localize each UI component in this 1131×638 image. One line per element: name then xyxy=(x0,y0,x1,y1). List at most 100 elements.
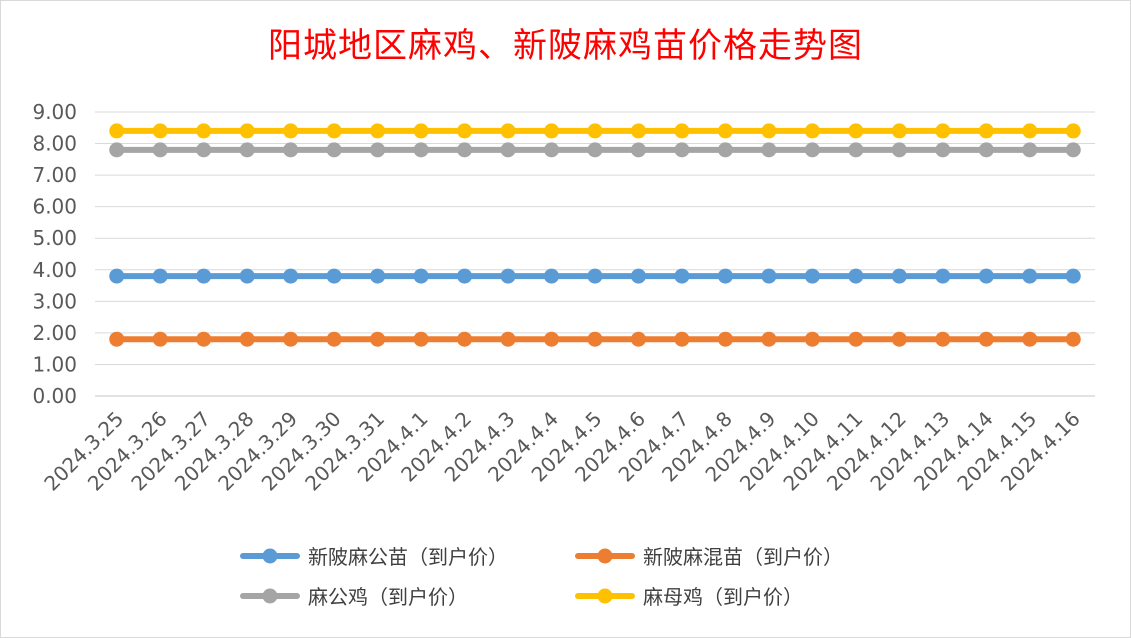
data-point-0-4 xyxy=(283,268,299,284)
data-point-2-7 xyxy=(413,142,429,158)
data-point-3-12 xyxy=(630,123,646,139)
legend-swatch-2 xyxy=(240,588,300,603)
data-point-3-22 xyxy=(1065,123,1081,139)
data-point-0-14 xyxy=(717,268,733,284)
data-point-0-22 xyxy=(1065,268,1081,284)
data-point-2-17 xyxy=(848,142,864,158)
legend-item-1: 新陂麻混苗（到户价） xyxy=(575,541,843,570)
data-point-2-22 xyxy=(1065,142,1081,158)
data-point-0-16 xyxy=(804,268,820,284)
data-point-1-4 xyxy=(283,331,299,347)
legend-item-2: 麻公鸡（到户价） xyxy=(240,581,468,610)
data-point-3-3 xyxy=(239,123,255,139)
data-point-2-13 xyxy=(674,142,690,158)
legend-swatch-marker-0 xyxy=(262,548,278,563)
legend-label-0: 新陂麻公苗（到户价） xyxy=(308,545,508,569)
legend-label-2: 麻公鸡（到户价） xyxy=(308,585,468,609)
data-point-0-8 xyxy=(457,268,473,284)
data-point-1-13 xyxy=(674,331,690,347)
y-tick-label-5: 5.00 xyxy=(32,226,77,250)
data-point-2-5 xyxy=(326,142,342,158)
data-point-3-6 xyxy=(370,123,386,139)
legend: 新陂麻公苗（到户价） 新陂麻混苗（到户价） 麻公鸡（到户价） 麻母鸡（到户价） xyxy=(240,537,940,617)
data-point-0-0 xyxy=(109,268,125,284)
data-point-0-13 xyxy=(674,268,690,284)
data-point-3-17 xyxy=(848,123,864,139)
data-point-1-2 xyxy=(196,331,212,347)
data-point-0-19 xyxy=(935,268,951,284)
legend-swatch-3 xyxy=(575,588,635,603)
data-point-1-15 xyxy=(761,331,777,347)
data-point-2-9 xyxy=(500,142,516,158)
data-point-0-12 xyxy=(630,268,646,284)
data-point-0-5 xyxy=(326,268,342,284)
data-point-2-8 xyxy=(457,142,473,158)
data-point-2-21 xyxy=(1022,142,1038,158)
data-point-2-1 xyxy=(152,142,168,158)
data-point-1-18 xyxy=(891,331,907,347)
data-point-0-15 xyxy=(761,268,777,284)
legend-swatch-marker-1 xyxy=(597,548,613,563)
legend-swatch-0 xyxy=(240,548,300,563)
y-tick-label-2: 2.00 xyxy=(32,321,77,345)
legend-label-1: 新陂麻混苗（到户价） xyxy=(643,545,843,569)
y-tick-label-9: 9.00 xyxy=(32,100,77,124)
y-tick-label-1: 1.00 xyxy=(32,352,77,376)
data-point-3-18 xyxy=(891,123,907,139)
data-point-1-16 xyxy=(804,331,820,347)
legend-item-3: 麻母鸡（到户价） xyxy=(575,581,803,610)
data-point-1-19 xyxy=(935,331,951,347)
data-point-3-2 xyxy=(196,123,212,139)
data-point-0-1 xyxy=(152,268,168,284)
data-point-3-11 xyxy=(587,123,603,139)
data-point-1-5 xyxy=(326,331,342,347)
data-point-2-19 xyxy=(935,142,951,158)
data-point-0-9 xyxy=(500,268,516,284)
y-tick-label-7: 7.00 xyxy=(32,163,77,187)
legend-swatch-marker-2 xyxy=(262,588,278,603)
data-point-2-12 xyxy=(630,142,646,158)
data-point-1-1 xyxy=(152,331,168,347)
data-point-3-20 xyxy=(978,123,994,139)
data-point-2-3 xyxy=(239,142,255,158)
data-point-1-21 xyxy=(1022,331,1038,347)
data-point-3-19 xyxy=(935,123,951,139)
data-point-2-16 xyxy=(804,142,820,158)
data-point-3-4 xyxy=(283,123,299,139)
data-point-1-3 xyxy=(239,331,255,347)
data-point-0-18 xyxy=(891,268,907,284)
data-point-1-11 xyxy=(587,331,603,347)
data-point-3-1 xyxy=(152,123,168,139)
data-point-2-4 xyxy=(283,142,299,158)
data-point-2-14 xyxy=(717,142,733,158)
y-tick-label-6: 6.00 xyxy=(32,195,77,219)
data-point-1-14 xyxy=(717,331,733,347)
y-tick-label-8: 8.00 xyxy=(32,132,77,156)
data-point-2-11 xyxy=(587,142,603,158)
legend-label-3: 麻母鸡（到户价） xyxy=(643,585,803,609)
y-tick-label-3: 3.00 xyxy=(32,289,77,313)
data-point-3-13 xyxy=(674,123,690,139)
data-point-2-15 xyxy=(761,142,777,158)
data-point-1-10 xyxy=(544,331,560,347)
data-point-3-0 xyxy=(109,123,125,139)
data-point-0-2 xyxy=(196,268,212,284)
data-point-1-7 xyxy=(413,331,429,347)
data-point-2-10 xyxy=(544,142,560,158)
data-point-3-16 xyxy=(804,123,820,139)
data-point-1-20 xyxy=(978,331,994,347)
legend-item-0: 新陂麻公苗（到户价） xyxy=(240,541,508,570)
data-point-2-0 xyxy=(109,142,125,158)
data-point-3-9 xyxy=(500,123,516,139)
data-point-3-8 xyxy=(457,123,473,139)
legend-swatch-1 xyxy=(575,548,635,563)
data-point-2-20 xyxy=(978,142,994,158)
data-point-1-0 xyxy=(109,331,125,347)
data-point-1-8 xyxy=(457,331,473,347)
data-point-2-2 xyxy=(196,142,212,158)
y-tick-label-0: 0.00 xyxy=(32,384,77,408)
data-point-0-6 xyxy=(370,268,386,284)
y-tick-label-4: 4.00 xyxy=(32,258,77,282)
